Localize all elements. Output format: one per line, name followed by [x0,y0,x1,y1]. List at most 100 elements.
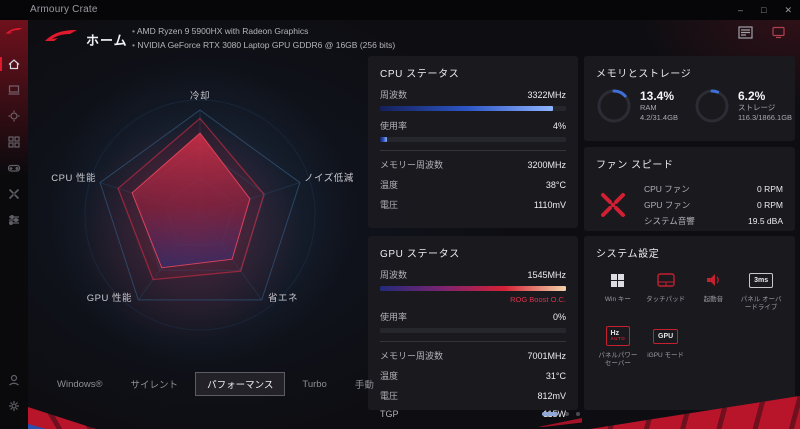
window-title: Armoury Crate [30,4,98,15]
radar-axis-noise: ノイズ低減 [304,173,354,184]
pagination [542,412,580,416]
sidebar-item-settings[interactable] [0,393,28,419]
cpu-freq-bar [380,106,566,111]
rog-sidebar-logo-icon [5,23,23,41]
system-acoustics-label: システム音響 [644,216,695,226]
cpu-usage-label: 使用率 [380,121,408,131]
boot-sound-icon [705,268,721,292]
laptop-icon [8,85,20,95]
setting-boot-sound[interactable]: 起動音 [692,268,736,312]
rog-logo [44,28,78,49]
gpu-tgp-label: TGP [380,409,399,419]
cpu-fan-label: CPU ファン [644,184,690,194]
setting-panel-power-saver[interactable]: Hz AUTO パネルパワーセーバー [596,324,640,368]
ram-detail: 4.2/31.4GB [640,113,678,122]
page-dot-1[interactable] [542,412,558,416]
user-icon [9,374,19,386]
fan-xs-icon [9,189,19,199]
gpu-memfreq-value: 7001MHz [527,351,566,361]
gpu-freq-label: 周波数 [380,270,408,280]
tab-windows[interactable]: Windows® [57,378,103,390]
divider [380,150,566,151]
setting-panel-overdrive[interactable]: 3ms パネル オーバードライブ [739,268,783,312]
gpu-temp-value: 31°C [545,371,566,381]
tab-performance[interactable]: パフォーマンス [195,372,286,396]
device-switcher-icon[interactable] [771,26,786,44]
system-panel-title: システム設定 [596,249,660,260]
cpu-memfreq-value: 3200MHz [527,160,566,170]
storage-percent: 6.2% [737,89,766,103]
performance-radar: 冷却 ノイズ低減 省エネ GPU 性能 CPU 性能 [40,60,360,370]
close-button[interactable]: ✕ [784,4,792,15]
memory-storage-panel: メモリとストレージ 13.4% RAM 4.2/31.4GB [584,56,795,141]
system-spec-list: AMD Ryzen 9 5900HX with Radeon Graphics … [132,24,395,52]
system-settings-panel: システム設定 Win キー タッチパッド 起動音 [584,236,795,410]
cpu-spec: AMD Ryzen 9 5900HX with Radeon Graphics [132,24,395,38]
gpu-memfreq-label: メモリー周波数 [380,351,444,361]
gamepad-icon [7,164,21,172]
ram-gauge [597,89,631,123]
gpu-spec: NVIDIA GeForce RTX 3080 Laptop GPU GDDR6… [132,38,395,52]
cpu-usage-value: 4% [552,121,566,131]
sliders-icon [8,214,19,226]
radar-axis-eco: 省エネ [268,293,299,304]
panel-power-saver-icon: Hz AUTO [605,324,631,348]
sidebar-item-user[interactable] [0,367,28,393]
sidebar-item-fan-control[interactable] [0,181,28,207]
gpu-status-panel: GPU ステータス 周波数 1545MHz ROG Boost O.C. 使用率 0… [368,236,578,419]
storage-detail: 116.3/1866.1GB [737,113,793,122]
sidebar-item-game-library[interactable] [0,155,28,181]
sidebar-item-scenario-profiles[interactable] [0,129,28,155]
sidebar-item-aura-sync[interactable] [0,103,28,129]
cpu-usage-bar [380,137,566,142]
panel-overdrive-icon: 3ms [749,268,774,292]
fan-panel-title: ファン スピード [596,160,674,171]
setting-igpu-mode[interactable]: GPU iGPU モード [644,324,688,368]
gpu-fan-label: GPU ファン [644,200,691,210]
home-icon [8,59,20,70]
aura-light-icon [8,110,20,122]
sidebar-item-settings-tools[interactable] [0,207,28,233]
ram-label: RAM [640,103,657,112]
news-feed-icon[interactable] [738,26,753,44]
cpu-temp-label: 温度 [380,180,399,190]
corner-decoration-bottom-right-sliver [538,418,582,427]
radar-axis-cpu-perf: CPU 性能 [51,173,96,184]
performance-radar-chart [48,63,352,367]
gpu-usage-value: 0% [552,312,566,322]
storage-gauge [695,89,729,123]
maximize-button[interactable]: □ [761,4,767,15]
rog-boost-label: ROG Boost O.C. [510,295,566,304]
tab-silent[interactable]: サイレント [130,380,179,391]
ram-gauge-item: 13.4% RAM 4.2/31.4GB [596,88,678,124]
cpu-volt-value: 1110mV [533,200,566,210]
cpu-memfreq-label: メモリー周波数 [380,160,444,170]
sidebar [0,0,28,429]
page-title: ホーム [86,33,128,48]
sidebar-item-devices[interactable] [0,77,28,103]
gpu-usage-bar [380,328,566,333]
divider [380,341,566,342]
gpu-temp-label: 温度 [380,371,399,381]
gpu-panel-title: GPU ステータス [380,249,460,260]
tab-manual[interactable]: 手動 [354,380,374,391]
gpu-volt-value: 812mV [537,391,566,401]
sidebar-item-home[interactable] [0,51,28,77]
radar-axis-cooling: 冷却 [189,91,210,102]
gpu-volt-label: 電圧 [380,391,399,401]
storage-gauge-item: 6.2% ストレージ 116.3/1866.1GB [694,88,792,124]
tab-turbo[interactable]: Turbo [302,378,327,390]
gpu-usage-label: 使用率 [380,312,408,322]
cpu-temp-value: 38°C [545,180,566,190]
gpu-freq-bar [380,286,566,291]
minimize-button[interactable]: – [738,4,744,15]
cpu-status-panel: CPU ステータス 周波数 3322MHz 使用率 4% メモリー周波数 3200MH… [368,56,578,228]
cpu-fan-value: 0 RPM [757,184,783,194]
page-dot-3[interactable] [576,412,580,416]
setting-win-key[interactable]: Win キー [596,268,640,312]
page-dot-2[interactable] [565,412,569,416]
storage-label: ストレージ [737,103,776,112]
ram-percent: 13.4% [640,89,675,103]
setting-touchpad[interactable]: タッチパッド [644,268,688,312]
